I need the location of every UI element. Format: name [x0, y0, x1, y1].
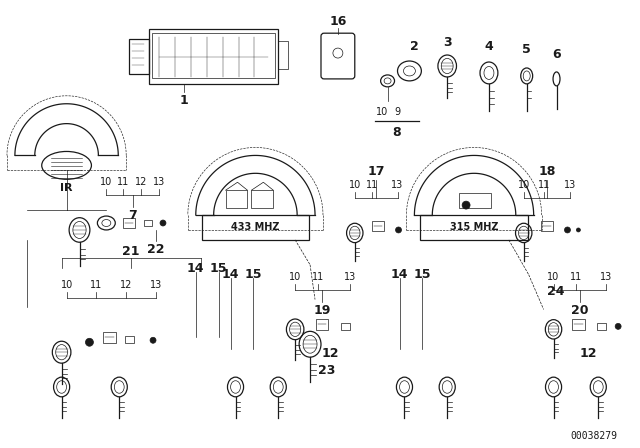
Text: 7: 7 [128, 209, 137, 222]
Circle shape [86, 338, 93, 346]
Text: 22: 22 [147, 243, 164, 256]
Text: 2: 2 [410, 40, 419, 53]
Text: 11: 11 [117, 177, 129, 187]
Bar [149, 29, 278, 84]
Circle shape [396, 227, 401, 233]
Text: 14: 14 [222, 268, 239, 281]
Text: 4: 4 [484, 40, 493, 53]
Text: 10: 10 [376, 107, 388, 117]
Text: 19: 19 [314, 303, 331, 316]
Text: 16: 16 [329, 15, 347, 28]
Text: 14: 14 [391, 268, 408, 281]
Text: 13: 13 [153, 177, 165, 187]
Bar [572, 319, 585, 330]
Text: 8: 8 [392, 125, 401, 138]
Text: 13: 13 [344, 271, 356, 282]
Text: 14: 14 [187, 262, 205, 275]
Bar [278, 41, 288, 69]
Bar [341, 323, 350, 330]
Text: IR: IR [60, 183, 73, 193]
Text: 11: 11 [365, 180, 378, 190]
Text: 12: 12 [135, 177, 147, 187]
Text: 11: 11 [570, 271, 582, 282]
Text: 11: 11 [312, 271, 324, 282]
Bar [144, 220, 152, 227]
Bar [459, 193, 491, 208]
Circle shape [160, 220, 166, 226]
Text: 12: 12 [580, 347, 597, 360]
Text: 5: 5 [522, 43, 531, 56]
Text: 10: 10 [518, 180, 530, 190]
Text: 10: 10 [60, 280, 73, 289]
Text: 11: 11 [90, 280, 102, 289]
Bar [202, 215, 309, 240]
Bar [420, 215, 528, 240]
Bar [129, 39, 149, 74]
Bar [125, 336, 134, 343]
Text: 10: 10 [349, 180, 361, 190]
Text: 21: 21 [122, 245, 140, 258]
Bar [596, 323, 605, 330]
Text: 15: 15 [210, 262, 227, 275]
Bar [316, 319, 328, 330]
Text: 10: 10 [100, 177, 113, 187]
Text: 12: 12 [321, 347, 339, 360]
Text: 433 MHZ: 433 MHZ [231, 223, 280, 233]
Text: 10: 10 [547, 271, 559, 282]
Text: 18: 18 [538, 165, 556, 178]
Text: 13: 13 [392, 180, 404, 190]
Circle shape [150, 337, 156, 343]
Text: 315 MHZ: 315 MHZ [450, 223, 499, 233]
Text: 00038279: 00038279 [570, 431, 618, 441]
Text: 15: 15 [244, 268, 262, 281]
Circle shape [564, 227, 570, 233]
Text: 1: 1 [179, 94, 188, 107]
Text: 20: 20 [571, 303, 589, 316]
Circle shape [615, 323, 621, 329]
Bar [103, 332, 116, 343]
Text: 13: 13 [600, 271, 612, 282]
Text: 11: 11 [538, 180, 550, 190]
Text: 3: 3 [443, 36, 451, 49]
Bar [124, 218, 135, 228]
Bar [252, 190, 273, 208]
Text: 24: 24 [547, 284, 564, 297]
Text: 6: 6 [552, 48, 561, 61]
Text: 9: 9 [394, 107, 401, 117]
Bar [152, 33, 275, 78]
Bar [225, 190, 248, 208]
Text: 13: 13 [564, 180, 577, 190]
Text: 17: 17 [367, 165, 385, 178]
Circle shape [462, 201, 470, 209]
Text: 13: 13 [150, 280, 162, 289]
Text: 15: 15 [413, 268, 431, 281]
Circle shape [577, 228, 580, 232]
Bar [372, 221, 383, 231]
Text: 10: 10 [289, 271, 301, 282]
Text: 12: 12 [120, 280, 132, 289]
Bar [541, 221, 552, 231]
Text: 23: 23 [318, 364, 335, 377]
